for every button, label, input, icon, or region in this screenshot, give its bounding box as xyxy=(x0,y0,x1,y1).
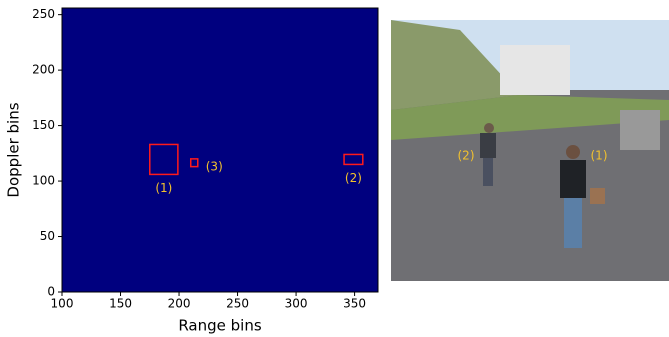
figure: Range bins Doppler bins (2) (1) (1) (2) (3… xyxy=(0,0,669,337)
x-tick-label: 300 xyxy=(285,297,308,311)
photo-label: (1) xyxy=(591,149,608,163)
photo: (2) (1) xyxy=(391,20,669,281)
x-tick-label: 250 xyxy=(226,297,249,311)
x-tick-label: 150 xyxy=(109,297,132,311)
x-tick-label: 100 xyxy=(51,297,74,311)
y-tick-label: 100 xyxy=(32,174,55,188)
box-label: (3) xyxy=(206,159,223,173)
photo-building xyxy=(500,45,570,95)
y-tick-label: 200 xyxy=(32,63,55,77)
x-axis-label: Range bins xyxy=(178,317,262,335)
y-axis-label: Doppler bins xyxy=(5,102,23,197)
y-tick-label: 50 xyxy=(40,229,55,243)
x-tick-label: 200 xyxy=(168,297,191,311)
x-tick-label: 350 xyxy=(343,297,366,311)
y-tick-label: 150 xyxy=(32,118,55,132)
y-tick-label: 0 xyxy=(47,285,55,299)
box-label: (2) xyxy=(345,171,362,185)
photo-object xyxy=(620,110,660,150)
box-label: (1) xyxy=(155,181,172,195)
heatmap-background xyxy=(62,8,378,292)
y-tick-label: 250 xyxy=(32,7,55,21)
photo-label: (2) xyxy=(458,149,475,163)
